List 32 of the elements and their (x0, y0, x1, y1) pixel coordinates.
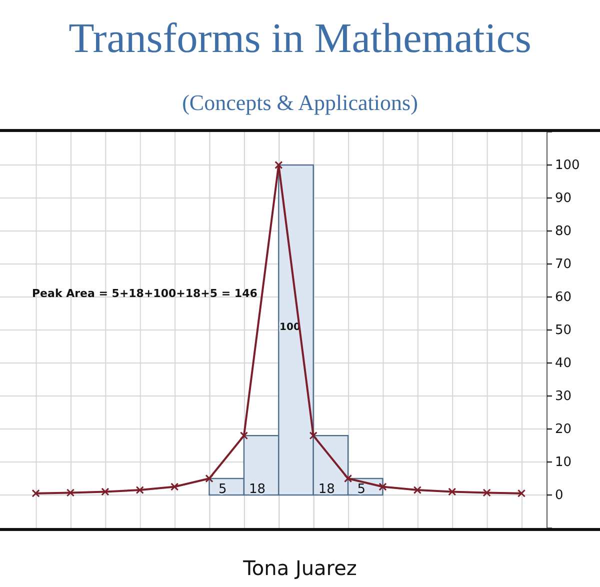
text: Tona Juarez (242, 556, 357, 580)
point (378, 482, 387, 491)
point (274, 160, 283, 170)
point (170, 482, 179, 491)
y-tick-label: 80 (555, 224, 572, 240)
annotation: Peak Area = 5+18+100+18+5 = 146 (32, 287, 258, 300)
point (448, 488, 456, 496)
point (309, 432, 318, 440)
y-tick-label: 40 (555, 356, 572, 372)
y-tick-label: 30 (555, 389, 572, 404)
data-label: 5 (357, 482, 366, 497)
y-tick-label: 90 (555, 191, 572, 206)
y-tick-label: 60 (555, 290, 572, 306)
y-tick-label: 0 (555, 488, 564, 504)
y-tick-label: 10 (555, 455, 572, 470)
point (482, 488, 491, 497)
y-tick-label: 50 (555, 323, 572, 338)
point (517, 489, 526, 498)
point (66, 488, 75, 497)
chart-title: Transforms in Mathematics (68, 16, 532, 62)
point (101, 488, 110, 496)
y-tick-label: 100 (555, 158, 580, 174)
point (413, 486, 422, 494)
point (240, 432, 248, 440)
chart-subtitle: (Concepts & Applications) (182, 90, 418, 115)
point (32, 489, 40, 498)
y-tick-label: 20 (555, 422, 572, 438)
y-tick-label: 70 (555, 257, 572, 272)
data-label: 18 (318, 482, 335, 497)
point (136, 486, 144, 494)
data-label: 5 (218, 482, 227, 497)
data-label: 18 (249, 482, 266, 497)
